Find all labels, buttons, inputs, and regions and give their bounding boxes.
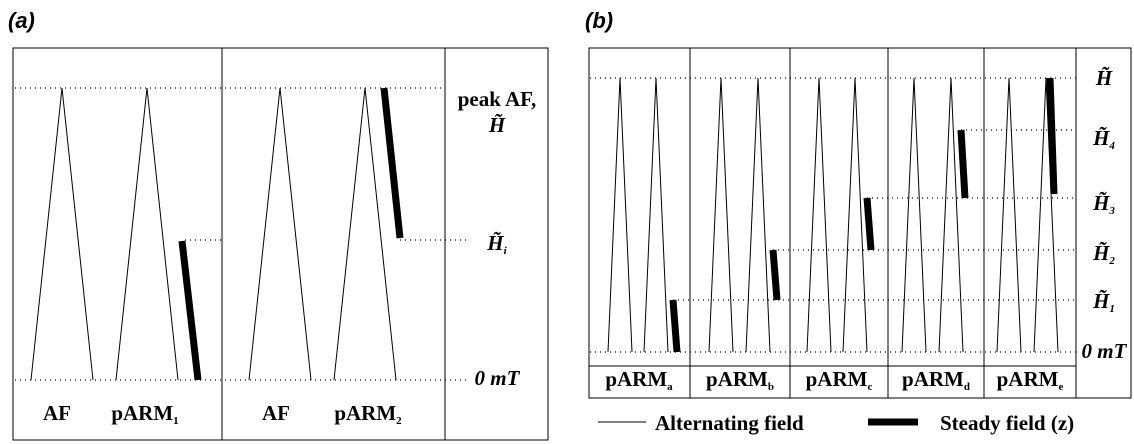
label-main: pARM	[334, 401, 396, 425]
label: pARM1	[111, 401, 178, 427]
label: 0 mT	[1082, 339, 1128, 363]
triangle	[1033, 77, 1059, 353]
label-sub: a	[667, 381, 673, 393]
label: H̃3	[1092, 191, 1115, 217]
label: pARM2	[334, 401, 402, 427]
label-sub: c	[867, 381, 872, 393]
label-main: H̃	[1095, 66, 1113, 90]
triangle	[745, 77, 771, 353]
steady-bar	[1046, 77, 1058, 195]
triangle	[607, 77, 633, 353]
label-main: pARM	[706, 367, 768, 391]
label-main: pARM	[902, 367, 964, 391]
label-sub: 1	[173, 415, 179, 427]
label-main: pARM	[605, 367, 667, 391]
label: H̃4	[1092, 126, 1115, 152]
triangle	[901, 77, 927, 353]
steady-bar	[178, 240, 202, 381]
label: AF	[43, 401, 71, 425]
triangle	[996, 77, 1022, 353]
legend-text: Steady field (z)	[940, 411, 1074, 435]
label-main: H̃	[488, 113, 506, 137]
triangle	[643, 77, 669, 353]
label-main: H̃	[486, 231, 504, 255]
label-sub: e	[1058, 381, 1063, 393]
label-main: AF	[43, 401, 71, 425]
panel-label: (b)	[585, 8, 613, 33]
legend-text: Alternating field	[655, 411, 804, 435]
label: pARMd	[902, 367, 970, 393]
panel-label: (a)	[8, 8, 35, 33]
label-sub: 2	[1108, 255, 1115, 267]
label: 0 mT	[475, 366, 521, 390]
label-main: pARM	[111, 401, 173, 425]
label-sub: 3	[1108, 205, 1115, 217]
label-sub: 2	[396, 415, 402, 427]
label: H̃1	[1092, 289, 1115, 315]
peak-label: peak AF,	[458, 87, 537, 111]
steady-bar	[769, 249, 781, 301]
triangle	[842, 77, 868, 353]
triangle	[806, 77, 832, 353]
label: H̃i	[486, 231, 507, 257]
label: H̃2	[1092, 241, 1115, 267]
label-main: AF	[262, 401, 290, 425]
label-main: pARM	[806, 367, 868, 391]
label-main: 0 mT	[475, 366, 521, 390]
triangle	[938, 77, 964, 353]
triangle	[30, 87, 94, 381]
label: pARMa	[605, 367, 673, 393]
label-main: 0 mT	[1082, 339, 1128, 363]
panel-a-frame	[12, 47, 549, 441]
label: pARMb	[706, 367, 774, 393]
steady-bar	[669, 299, 681, 353]
steady-bar	[957, 129, 969, 199]
label-sub: 1	[1109, 303, 1115, 315]
label-main: H̃	[1092, 126, 1110, 150]
label-sub: d	[964, 381, 970, 393]
label-main: H̃	[1092, 191, 1110, 215]
steady-bar	[380, 87, 404, 239]
label: H̃	[1095, 66, 1113, 90]
triangle	[248, 87, 312, 381]
label: AF	[262, 401, 290, 425]
label-main: pARM	[997, 367, 1059, 391]
label-main: H̃	[1092, 241, 1110, 265]
label-sub: 4	[1108, 140, 1115, 152]
label: pARMe	[997, 367, 1064, 393]
label-sub: b	[768, 381, 774, 393]
label: pARMc	[806, 367, 873, 393]
triangle	[333, 87, 397, 381]
triangle	[115, 87, 179, 381]
steady-bar	[863, 197, 875, 251]
label: H̃	[488, 113, 506, 137]
triangle	[708, 77, 734, 353]
label-sub: i	[504, 245, 508, 257]
label-main: H̃	[1092, 289, 1110, 313]
